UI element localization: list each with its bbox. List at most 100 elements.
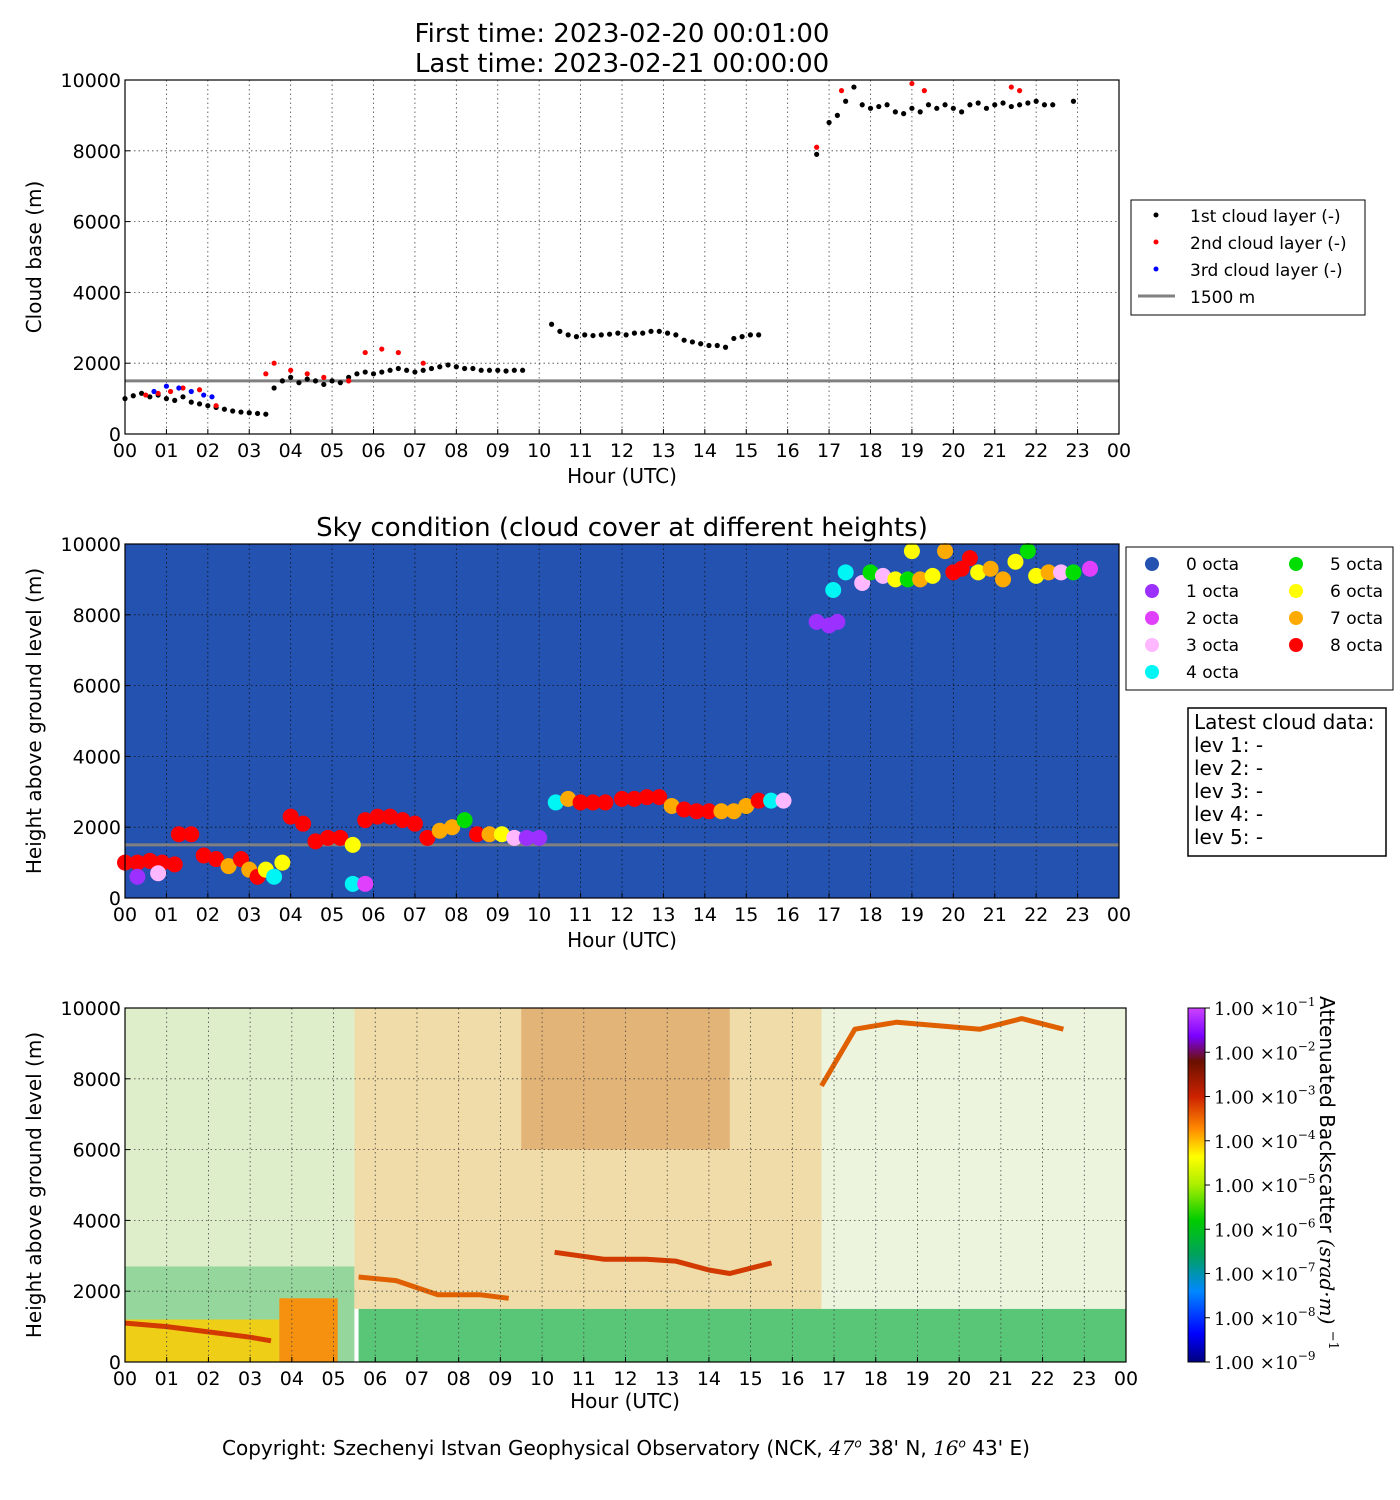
cloud-base-x-tick-label: 03 — [237, 440, 261, 462]
first-time-title: First time: 2023-02-20 00:01:00 — [415, 19, 830, 49]
backscatter-x-tick-label: 14 — [697, 1368, 721, 1390]
layer1-point — [756, 332, 762, 338]
layer1-point — [495, 367, 501, 373]
backscatter-noise-band — [125, 1008, 355, 1267]
octa-legend-marker-5 — [1289, 557, 1303, 571]
backscatter-y-tick-label: 10000 — [61, 998, 121, 1020]
layer2-point — [321, 374, 327, 380]
octa-6-point — [924, 567, 941, 584]
copyright-footer: Copyright: Szechenyi Istvan Geophysical … — [0, 1436, 1252, 1460]
sky-condition-x-tick-label: 18 — [858, 904, 882, 926]
layer3-point — [176, 385, 182, 391]
layer1-point — [172, 397, 178, 403]
octa-8-point — [585, 794, 602, 811]
sky-condition-title: Sky condition (cloud cover at different … — [316, 513, 928, 543]
layer1-point — [196, 401, 203, 407]
octa-8-point — [597, 794, 614, 811]
cloud-base-y-label: Cloud base (m) — [22, 181, 46, 334]
layer1-point — [420, 367, 426, 373]
octa-8-point — [307, 833, 324, 850]
sky-condition-x-label: Hour (UTC) — [567, 928, 677, 952]
layer1-point — [254, 410, 261, 417]
layer1-point — [992, 102, 998, 108]
layer1-point — [909, 105, 915, 111]
colorbar-tick-exponent: −4 — [1298, 1128, 1316, 1142]
backscatter-strong-low-signal — [279, 1298, 338, 1362]
octa-5-point — [456, 812, 473, 829]
octa-3-point — [1053, 564, 1070, 581]
colorbar-tick-label: 1.00 ×10−7 — [1214, 1261, 1316, 1286]
octa-5-point — [1065, 564, 1082, 581]
layer1-point — [246, 410, 252, 416]
sky-condition-x-tick-label: 10 — [527, 904, 551, 926]
layer1-point — [814, 151, 820, 157]
layer2-point — [263, 371, 269, 377]
layer1-point — [312, 378, 319, 384]
layer1-point — [412, 369, 418, 375]
backscatter-x-tick-label: 07 — [405, 1368, 429, 1390]
longitude-degrees: 16 — [933, 1436, 959, 1460]
octa-8-point — [419, 829, 436, 846]
layer2-point — [180, 385, 186, 391]
layer1-point — [1033, 98, 1039, 104]
layer1-point — [590, 332, 596, 339]
octa-legend-marker-1 — [1145, 584, 1159, 598]
layer1-point — [640, 330, 646, 336]
octa-8-point — [319, 829, 336, 846]
octa-6-point — [970, 564, 987, 581]
octa-8-point — [961, 550, 978, 567]
colorbar-label-text: Attenuated Backscatter — [1315, 996, 1339, 1233]
octa-5-point — [1019, 543, 1036, 560]
backscatter-x-tick-label: 17 — [822, 1368, 846, 1390]
backscatter-x-tick-label: 00 — [1114, 1368, 1138, 1390]
octa-legend-label-2: 2 octa — [1186, 609, 1239, 629]
latitude-degrees: 47 — [828, 1436, 855, 1460]
layer1-point — [470, 365, 476, 372]
backscatter-cloud-layer-line — [554, 1249, 773, 1276]
layer3-point — [163, 383, 170, 389]
cloud-base-y-tick-label: 4000 — [73, 282, 121, 304]
cloud-base-x-tick-label: 11 — [568, 440, 592, 462]
layer1-point — [623, 332, 629, 338]
colorbar-tick-mantissa: 1.00 ×10 — [1214, 1265, 1298, 1286]
layer1-point — [445, 362, 451, 368]
sky-condition-points — [117, 543, 1099, 892]
layer1-point — [437, 364, 443, 370]
octa-4-point — [266, 868, 283, 885]
layer1-point — [180, 394, 186, 400]
layer1-point — [271, 385, 277, 391]
octa-1-point — [531, 829, 548, 846]
cloud-base-x-tick-label: 23 — [1065, 440, 1089, 462]
layer1-point — [698, 341, 704, 347]
backscatter-y-tick-label: 4000 — [73, 1210, 121, 1232]
octa-6-point — [344, 836, 361, 853]
layer1-point — [279, 378, 285, 384]
last-time-title: Last time: 2023-02-21 00:00:00 — [415, 49, 829, 79]
colorbar-tick-exponent: −5 — [1298, 1172, 1316, 1186]
colorbar-tick-label: 1.00 ×10−6 — [1214, 1216, 1316, 1241]
cloud-base-chart: 00 01 02 03 04 05 06 07 08 09 10 11 12 13 14 15 16 17 18 19… — [22, 70, 1131, 488]
sky-condition-y-label: Height above ground level (m) — [22, 568, 46, 874]
colorbar-tick-label: 1.00 ×10−2 — [1214, 1039, 1316, 1064]
layer1-point — [851, 84, 857, 90]
sky-condition-ticks: 00 01 02 03 04 05 06 07 08 09 10 11 12 13 14 15 16 17 18 19… — [61, 534, 1132, 926]
octa-7-point — [431, 822, 448, 839]
octa-legend-label-1: 1 octa — [1186, 582, 1239, 602]
octa-legend-marker-3 — [1145, 638, 1159, 652]
layer1-point — [230, 408, 236, 414]
layer1-point — [598, 332, 604, 338]
octa-7-point — [982, 560, 999, 577]
layer1-point — [739, 334, 745, 340]
octa-6-point — [274, 854, 291, 871]
colorbar-tick-mantissa: 1.00 ×10 — [1214, 1132, 1298, 1153]
backscatter-x-tick-label: 19 — [905, 1368, 929, 1390]
copyright-text: Copyright: Szechenyi Istvan Geophysical … — [222, 1436, 829, 1460]
octa-7-point — [444, 819, 461, 836]
octa-legend-marker-2 — [1145, 611, 1159, 625]
layer1-point — [656, 328, 662, 334]
sky-condition-x-tick-label: 22 — [1024, 904, 1048, 926]
layer1-point — [511, 367, 517, 373]
octa-legend-marker-8 — [1289, 638, 1303, 652]
layer1-point — [876, 103, 882, 110]
layer1-point — [901, 111, 907, 117]
